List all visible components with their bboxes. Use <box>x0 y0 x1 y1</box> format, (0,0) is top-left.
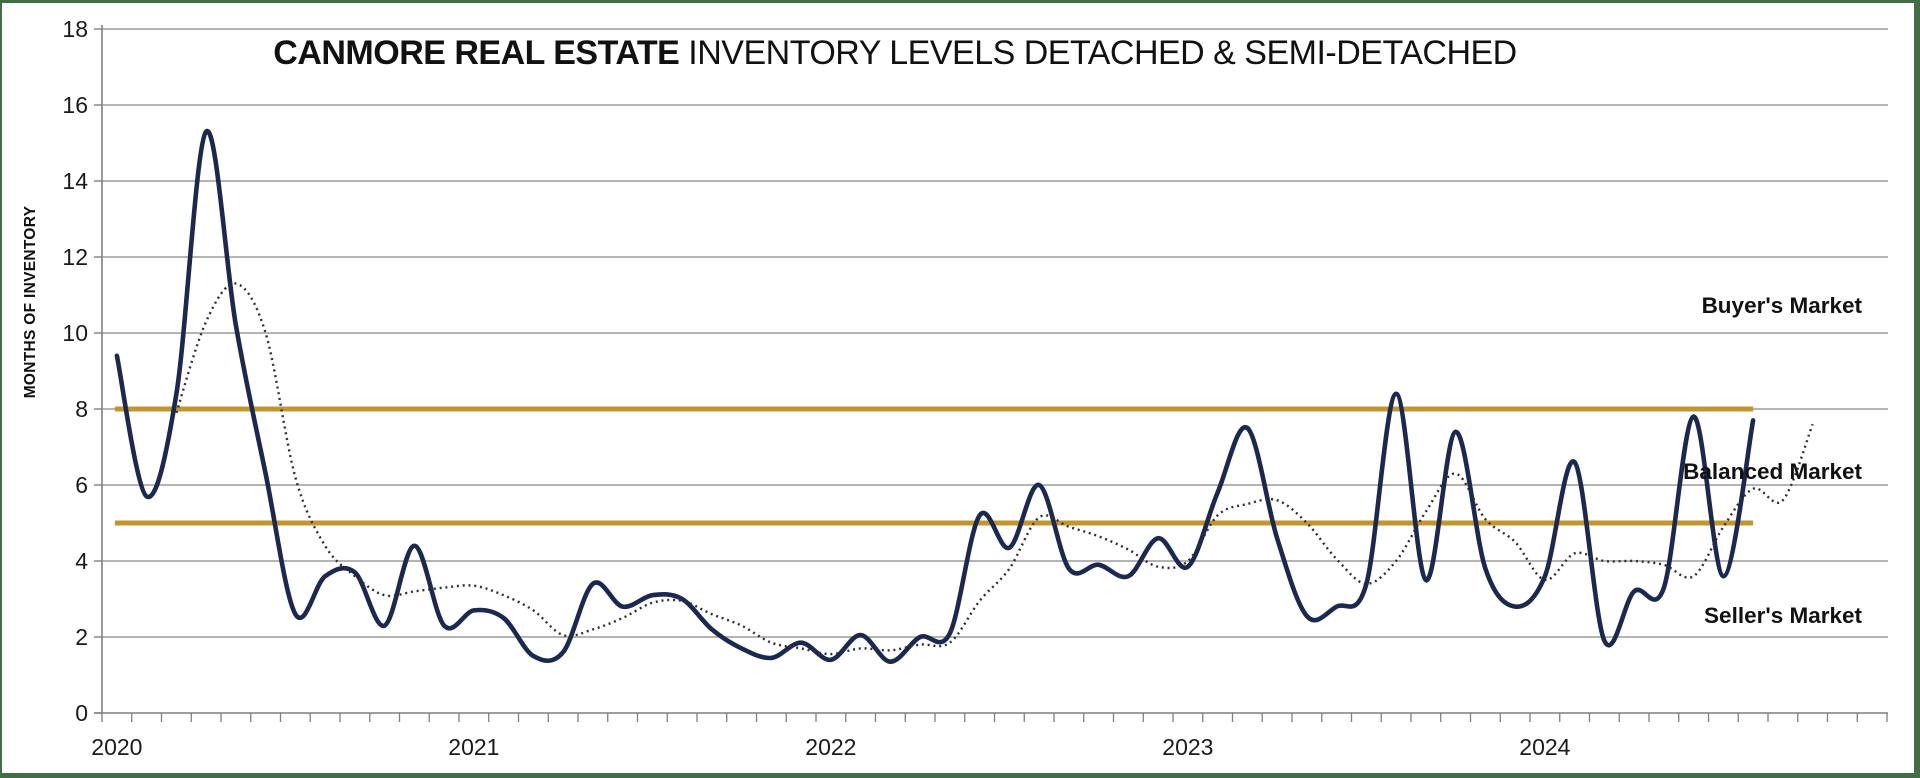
series-solid_navy_line <box>114 129 1756 664</box>
